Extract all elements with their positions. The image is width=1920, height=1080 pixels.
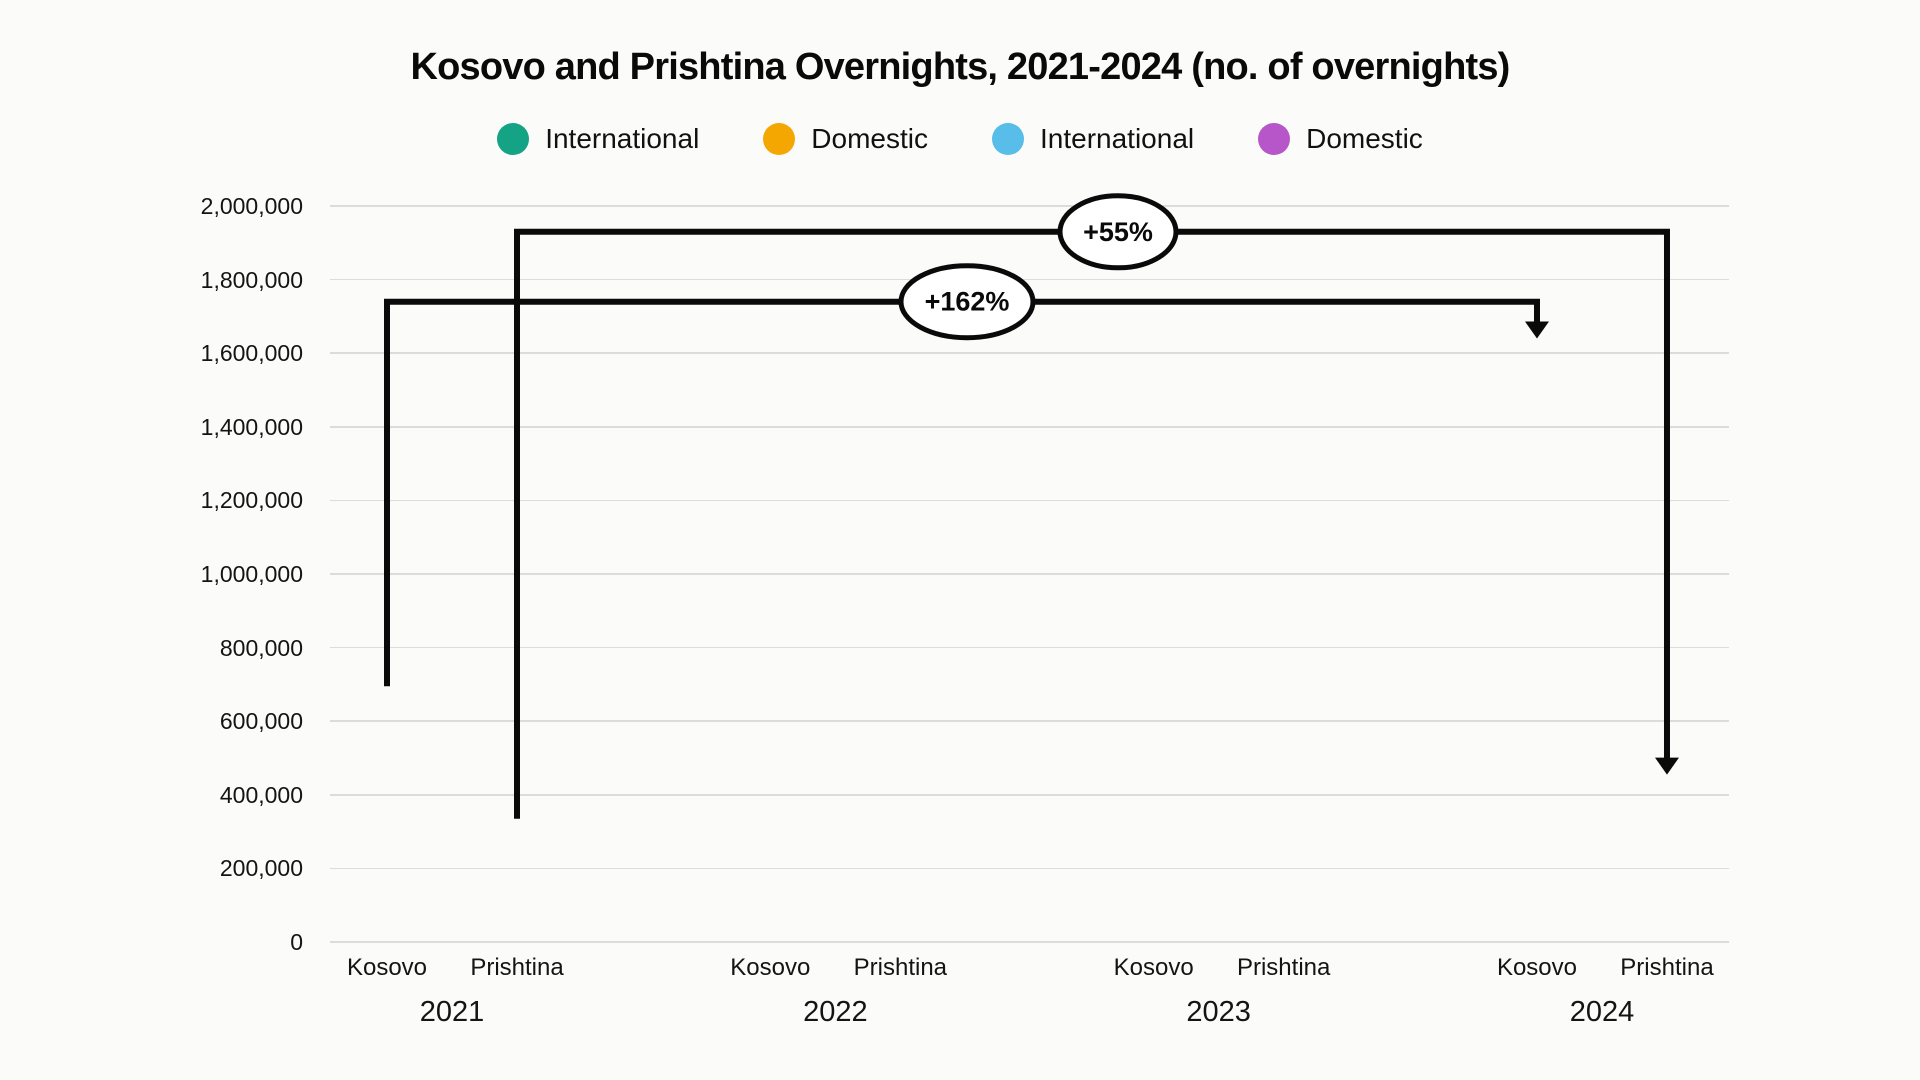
legend-item: Domestic — [763, 123, 928, 155]
annotation-label: +55% — [1083, 217, 1153, 247]
x-axis-city-label: Kosovo — [730, 954, 811, 981]
arrowhead-icon — [1524, 321, 1549, 339]
y-axis-tick-label: 200,000 — [219, 855, 303, 882]
y-axis-tick-label: 1,200,000 — [200, 487, 303, 514]
legend-item-label: Domestic — [1306, 123, 1423, 154]
gridline — [330, 499, 1729, 502]
gridline — [330, 941, 1729, 943]
gridline — [330, 426, 1729, 428]
x-axis-year-label: 2024 — [1569, 996, 1635, 1028]
y-axis-tick-label: 1,400,000 — [200, 413, 303, 440]
x-axis-city-label: Kosovo — [1113, 954, 1194, 981]
y-axis-tick-label: 0 — [290, 929, 303, 955]
y-axis-tick-label: 2,000,000 — [200, 193, 303, 219]
x-axis-city-label: Kosovo — [346, 954, 428, 981]
annotation-bubble — [898, 263, 1036, 341]
gridline — [330, 278, 1729, 281]
gridline — [330, 646, 1729, 649]
x-axis-year-label: 2023 — [1186, 996, 1251, 1028]
x-axis-city-label: Prishtina — [1236, 954, 1331, 981]
x-axis-city-label: Prishtina — [853, 954, 948, 981]
growth-arrow-line — [514, 228, 1670, 819]
x-axis-city-label: Prishtina — [470, 954, 564, 981]
x-axis-year-label: 2021 — [419, 996, 485, 1028]
x-axis-year-label: 2022 — [803, 996, 868, 1028]
y-axis-tick-label: 600,000 — [219, 708, 303, 735]
x-axis-city-label: Kosovo — [1496, 954, 1578, 981]
y-axis-tick-label: 800,000 — [219, 634, 303, 661]
legend-item-label: International — [1040, 123, 1195, 154]
legend-swatch-icon — [763, 123, 796, 155]
chart-title: Kosovo and Prishtina Overnights, 2021-20… — [410, 46, 1510, 88]
legend-swatch-icon — [1258, 123, 1291, 155]
gridline — [330, 720, 1729, 722]
gridline — [330, 205, 1729, 207]
legend-swatch-icon — [497, 123, 530, 155]
legend-item: International — [992, 123, 1194, 155]
legend-item: International — [497, 123, 699, 155]
y-axis-tick-label: 400,000 — [219, 781, 303, 808]
gridline — [330, 573, 1729, 575]
legend-item-label: International — [545, 123, 700, 154]
y-axis-tick-label: 1,600,000 — [200, 340, 303, 367]
arrowhead-icon — [1654, 757, 1679, 775]
gridline — [330, 794, 1729, 796]
annotation-label: +162% — [925, 287, 1010, 317]
gridline — [330, 352, 1729, 354]
growth-arrow-line — [384, 298, 1540, 687]
legend-swatch-icon — [992, 123, 1024, 155]
y-axis-tick-label: 1,000,000 — [200, 561, 303, 587]
x-axis-city-label: Prishtina — [1620, 954, 1714, 981]
y-axis-tick-label: 1,800,000 — [200, 266, 303, 293]
legend: International Domestic International Domest… — [0, 119, 1920, 159]
legend-item: Domestic — [1258, 123, 1423, 155]
gridline — [330, 867, 1729, 870]
legend-item-label: Domestic — [811, 123, 928, 154]
